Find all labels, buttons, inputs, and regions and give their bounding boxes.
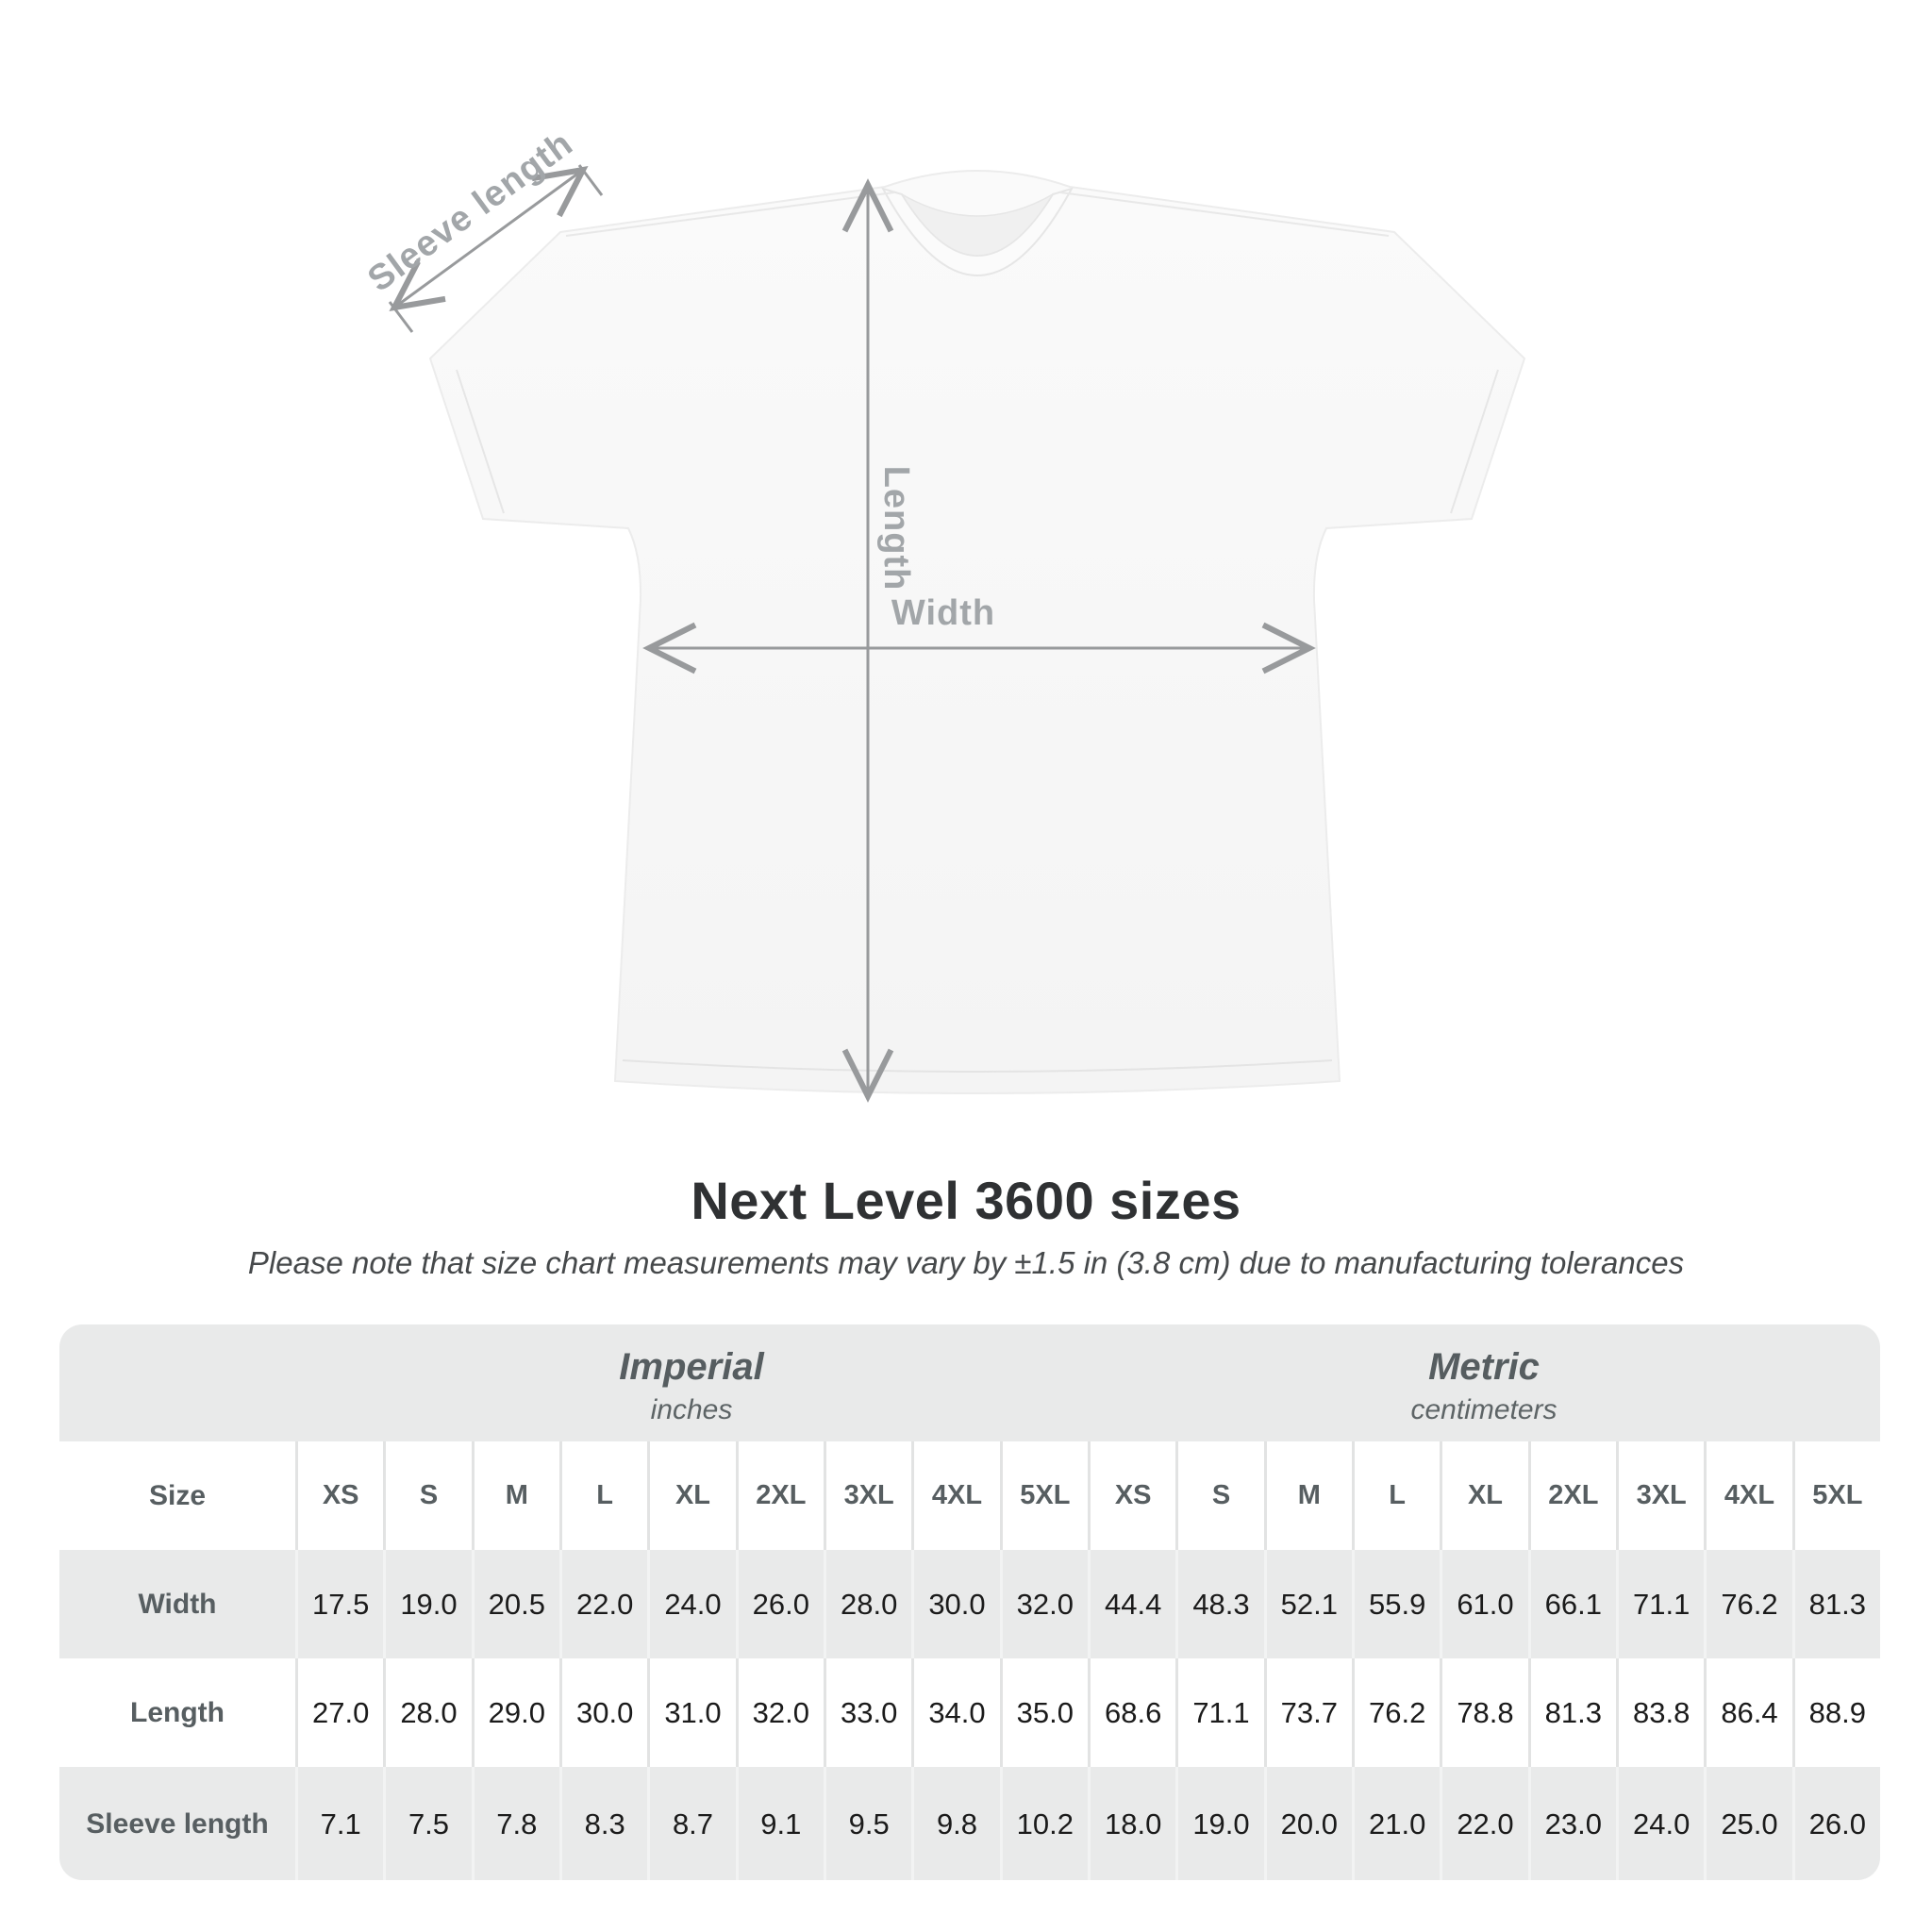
size-table: Imperial inches Metric centimeters Size X… [59,1324,1880,1880]
length-imperial-2xl: 32.0 [735,1658,824,1767]
length-imperial-s: 28.0 [383,1658,472,1767]
length-metric-l: 76.2 [1352,1658,1441,1767]
dimension-arrows [388,164,1316,1103]
sleeve-length-imperial-5xl: 10.2 [999,1767,1088,1880]
sleeve-length-imperial-2xl: 9.1 [735,1767,824,1880]
sleeve-arrow-start-tick [388,301,414,333]
width-imperial-s: 19.0 [383,1550,471,1658]
tshirt-measurement-diagram: Sleeve length Length Width [360,124,1526,1103]
sleeve-length-metric-4xl: 25.0 [1704,1767,1791,1880]
metric-size-3xl: 3XL [1616,1441,1705,1550]
width-imperial-3xl: 28.0 [824,1550,911,1658]
length-label: Length [876,466,916,591]
length-metric-2xl: 81.3 [1527,1658,1616,1767]
width-metric-3xl: 71.1 [1616,1550,1704,1658]
sleeve-length-imperial-m: 7.8 [471,1767,559,1880]
width-row-label: Width [138,1588,217,1620]
metric-unit: centimeters [1410,1394,1557,1425]
length-imperial-l: 30.0 [559,1658,648,1767]
metric-size-5xl: 5XL [1791,1441,1880,1550]
length-metric-m: 73.7 [1263,1658,1352,1767]
width-label: Width [891,593,995,633]
length-metric-xs: 68.6 [1088,1658,1176,1767]
sleeve-length-metric-5xl: 26.0 [1791,1767,1880,1880]
imperial-section-header: Imperial inches [295,1324,1088,1441]
sleeve-length-arrow [389,165,589,312]
metric-size-xs: XS [1088,1441,1176,1550]
collar-inside [901,193,1054,257]
imperial-size-l: L [559,1441,648,1550]
sleeve-length-metric-l: 21.0 [1352,1767,1440,1880]
length-imperial-4xl: 34.0 [911,1658,1000,1767]
imperial-size-3xl: 3XL [824,1441,912,1550]
length-imperial-xs: 27.0 [295,1658,384,1767]
width-metric-xl: 61.0 [1440,1550,1527,1658]
width-metric-2xl: 66.1 [1527,1550,1616,1658]
length-metric-4xl: 86.4 [1704,1658,1792,1767]
width-row: Width 17.5 19.0 20.5 22.0 24.0 26.0 28.0 30.0 32.… [59,1550,1880,1658]
metric-size-xl: XL [1440,1441,1528,1550]
width-metric-4xl: 76.2 [1704,1550,1791,1658]
sleeve-length-imperial-s: 7.5 [383,1767,471,1880]
sleeve-length-imperial-3xl: 9.5 [824,1767,911,1880]
imperial-size-m: M [471,1441,559,1550]
page-title: Next Level 3600 sizes [691,1171,1241,1230]
metric-size-m: M [1263,1441,1352,1550]
sleeve-arrow-end-tick [577,164,604,196]
width-imperial-xs: 17.5 [295,1550,383,1658]
width-imperial-xl: 24.0 [647,1550,735,1658]
sleeve-length-imperial-xs: 7.1 [295,1767,383,1880]
length-imperial-3xl: 33.0 [824,1658,912,1767]
metric-size-2xl: 2XL [1527,1441,1616,1550]
sleeve-length-metric-xl: 22.0 [1440,1767,1527,1880]
sleeve-length-metric-xs: 18.0 [1088,1767,1175,1880]
table-section-header: Imperial inches Metric centimeters [59,1324,1880,1441]
length-metric-s: 71.1 [1175,1658,1264,1767]
sleeve-length-row: Sleeve length 7.1 7.5 7.8 8.3 8.7 9.1 9.5 9.8 10.… [59,1767,1880,1880]
length-metric-3xl: 83.8 [1616,1658,1705,1767]
width-metric-s: 48.3 [1175,1550,1263,1658]
metric-size-l: L [1352,1441,1441,1550]
sleeve-length-metric-2xl: 23.0 [1527,1767,1616,1880]
sleeve-length-imperial-4xl: 9.8 [911,1767,999,1880]
width-imperial-m: 20.5 [471,1550,559,1658]
length-imperial-xl: 31.0 [647,1658,736,1767]
metric-title: Metric [1428,1346,1540,1388]
length-row-label: Length [59,1658,295,1767]
width-imperial-2xl: 26.0 [735,1550,824,1658]
imperial-size-2xl: 2XL [735,1441,824,1550]
sleeve-length-imperial-xl: 8.7 [647,1767,735,1880]
imperial-size-s: S [383,1441,472,1550]
width-metric-l: 55.9 [1352,1550,1440,1658]
width-imperial-4xl: 30.0 [911,1550,999,1658]
sleeve-length-metric-3xl: 24.0 [1616,1767,1704,1880]
sleeve-length-metric-m: 20.0 [1263,1767,1352,1880]
tolerance-note: Please note that size chart measurements… [247,1245,1685,1280]
length-metric-xl: 78.8 [1440,1658,1528,1767]
imperial-size-xl: XL [647,1441,736,1550]
width-imperial-5xl: 32.0 [999,1550,1088,1658]
imperial-unit: inches [650,1394,733,1425]
size-row-header: Size [59,1441,295,1550]
sleeve-length-row-label: Sleeve length [86,1807,269,1840]
metric-section-header: Metric centimeters [1088,1324,1880,1441]
imperial-title: Imperial [619,1346,764,1388]
length-metric-5xl: 88.9 [1791,1658,1880,1767]
imperial-size-5xl: 5XL [999,1441,1088,1550]
sleeve-length-metric-s: 19.0 [1175,1767,1263,1880]
length-imperial-m: 29.0 [471,1658,559,1767]
size-header-row: Size XS S M L XL 2XL 3XL 4XL 5XL XS S M L XL 2XL 3XL 4XL 5… [59,1441,1880,1550]
width-imperial-l: 22.0 [559,1550,647,1658]
width-metric-m: 52.1 [1263,1550,1352,1658]
sleeve-length-imperial-l: 8.3 [559,1767,647,1880]
width-metric-5xl: 81.3 [1791,1550,1880,1658]
imperial-size-xs: XS [295,1441,384,1550]
metric-size-4xl: 4XL [1704,1441,1792,1550]
length-imperial-5xl: 35.0 [999,1658,1088,1767]
length-row: Length 27.0 28.0 29.0 30.0 31.0 32.0 33.0 34.0 35… [59,1658,1880,1767]
metric-size-s: S [1175,1441,1264,1550]
imperial-size-4xl: 4XL [911,1441,1000,1550]
width-metric-xs: 44.4 [1088,1550,1175,1658]
